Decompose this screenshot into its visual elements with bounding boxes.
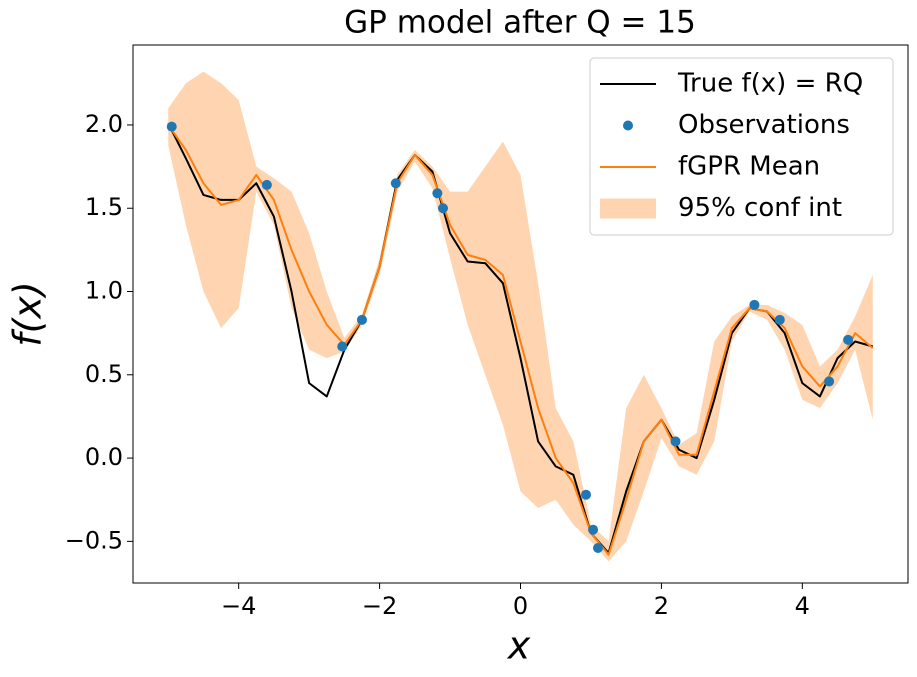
observation-point — [390, 178, 401, 189]
legend-swatch — [600, 198, 656, 219]
observation-point — [843, 334, 854, 345]
y-tick-label: 2.0 — [85, 110, 123, 138]
legend-label: True f(x) = RQ — [677, 69, 863, 99]
y-tick-label: 1.0 — [85, 277, 123, 305]
observation-point — [261, 179, 272, 190]
x-axis-label: x — [507, 624, 531, 668]
legend-label: fGPR Mean — [678, 152, 820, 182]
legend-swatch — [623, 120, 633, 131]
observation-point — [670, 436, 681, 447]
observation-point — [593, 543, 603, 554]
y-axis-label: f(x) — [6, 281, 50, 347]
x-tick-label: 2 — [654, 592, 669, 620]
legend-box — [589, 57, 894, 236]
observation-point — [438, 203, 448, 214]
y-tick-label: −0.5 — [65, 526, 123, 554]
y-tick-label: 1.5 — [85, 193, 123, 221]
x-tick-label: 0 — [513, 592, 528, 620]
observation-point — [432, 188, 443, 199]
legend-label: 95% conf int — [678, 193, 842, 223]
observation-point — [337, 341, 348, 352]
observation-point — [824, 376, 835, 387]
chart-title: GP model after Q = 15 — [344, 5, 696, 41]
observation-point — [588, 524, 599, 535]
x-tick-label: 4 — [795, 592, 810, 620]
y-tick-label: 0.0 — [85, 443, 123, 471]
legend-label: Observations — [678, 110, 850, 140]
x-tick-label: −4 — [221, 592, 256, 620]
observation-point — [356, 314, 367, 325]
observation-point — [166, 121, 177, 132]
y-tick-label: 0.5 — [85, 360, 123, 388]
confidence-band — [168, 71, 873, 562]
observation-point — [774, 314, 785, 325]
x-tick-label: −2 — [362, 592, 397, 620]
observation-point — [581, 489, 592, 500]
observation-point — [749, 299, 760, 310]
